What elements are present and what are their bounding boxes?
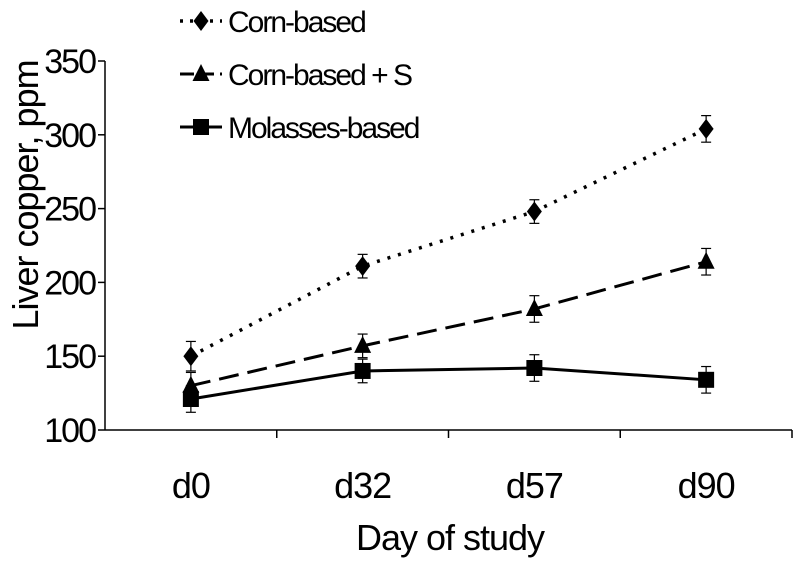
legend-entry: Molasses-based [180,112,421,145]
legend-label: Molasses-based [228,112,419,145]
series-line [190,127,707,358]
legend-swatch-marker [193,11,209,31]
legend-label: Corn-based + S [228,59,412,92]
data-point [698,371,715,388]
legend-swatch-marker [192,64,210,81]
legend-entry: Corn-based [180,6,367,39]
x-tick-label: d0 [172,465,210,506]
data-point [183,346,199,367]
data-point [355,256,371,277]
data-point [697,251,715,269]
series [182,115,715,413]
axes [104,61,792,431]
series-group [182,354,715,413]
x-axis-title: Day of study [356,517,545,558]
y-tick-label: 150 [44,338,96,376]
x-tick-label: d57 [506,465,563,506]
data-point [526,201,542,222]
y-ticks: 100 150 200 250 300 350 [44,43,105,450]
series-line [190,260,707,388]
legend-swatch-marker [193,119,209,135]
data-point [698,118,714,139]
data-point [526,360,543,377]
x-tick-label: d90 [678,465,735,506]
data-point [182,375,200,393]
y-tick-label: 300 [44,117,96,155]
x-ticks: d0 d32 d57 d90 [172,430,793,506]
y-tick-label: 250 [44,191,96,229]
data-point [525,298,543,316]
y-tick-label: 200 [44,264,96,302]
y-tick-label: 100 [44,412,96,450]
legend-label: Corn-based [228,6,365,39]
series-group [182,247,715,400]
x-tick-label: d32 [334,465,391,506]
y-axis-title: Liver copper, ppm [5,60,46,329]
y-tick-label: 350 [44,43,96,81]
legend-entry: Corn-based + S [180,59,414,92]
data-point [182,391,199,408]
series-group [183,115,714,372]
data-point [354,362,371,379]
legend: Corn-based Corn-based + S Molasses-based [180,6,421,145]
data-point [354,335,372,353]
series-line [190,366,707,401]
